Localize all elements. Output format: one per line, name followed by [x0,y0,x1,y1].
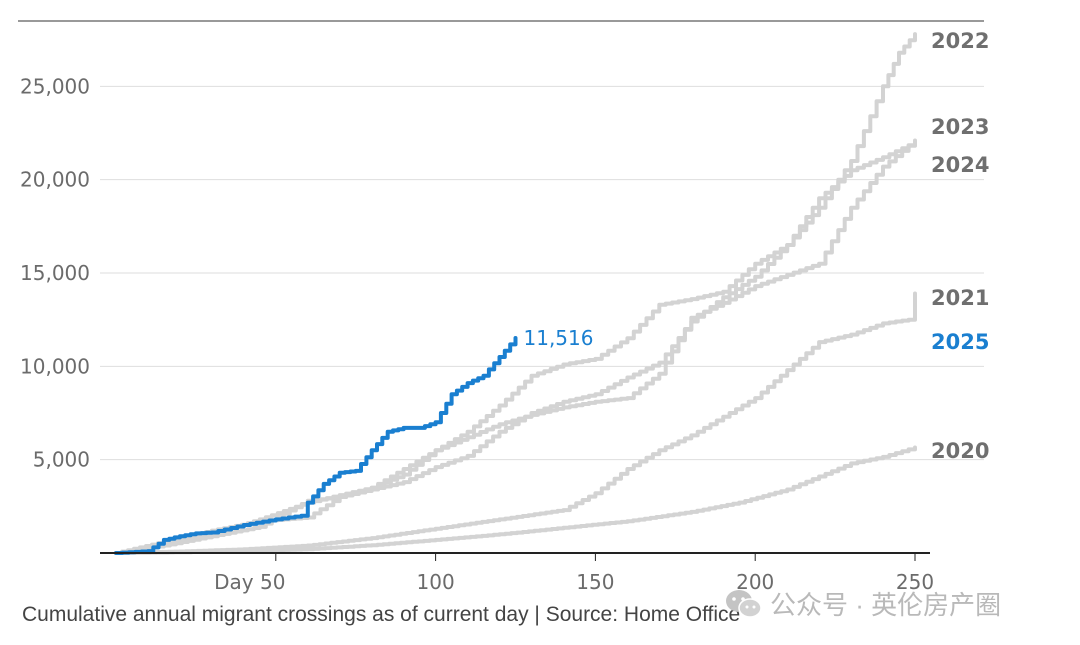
series-labels: 2020 2021 2022 2023 2024 2025 11,516 [524,29,990,463]
series-line-2020 [114,445,917,555]
y-tick-labels: 5,000 10,000 15,000 20,000 25,000 [20,74,90,471]
series-label-2020: 2020 [931,439,989,463]
series-line-2021 [114,291,917,555]
y-tick-label: 15,000 [20,261,90,285]
chart: 5,000 10,000 15,000 20,000 25,000 Day 50 100 1… [18,20,990,594]
x-tick-label: Day 50 [214,570,285,594]
series-label-2022: 2022 [931,29,989,53]
series-label-2025: 2025 [931,330,989,354]
series-line-2023 [114,140,917,555]
y-tick-label: 25,000 [20,74,90,98]
wechat-icon [724,587,764,621]
y-tick-label: 20,000 [20,168,90,192]
series-label-2023: 2023 [931,115,989,139]
chart-caption: Cumulative annual migrant crossings as o… [22,603,741,626]
y-tick-label: 5,000 [33,448,90,472]
y-tick-label: 10,000 [20,354,90,378]
x-tick-label: 100 [417,570,455,594]
x-tick-label: 150 [576,570,614,594]
end-value-label: 11,516 [524,326,594,350]
watermark: 公众号 · 英伦房产圈 [724,585,1001,622]
series-line-2024 [114,138,917,555]
x-tick-label: 250 [896,570,934,594]
series-label-2024: 2024 [931,153,989,177]
series-line-2025 [114,336,518,555]
gridlines [100,85,984,461]
series-lines [114,32,917,555]
watermark-text: 公众号 · 英伦房产圈 [770,590,1002,620]
series-line-2022 [114,32,917,555]
series-label-2021: 2021 [931,286,989,310]
